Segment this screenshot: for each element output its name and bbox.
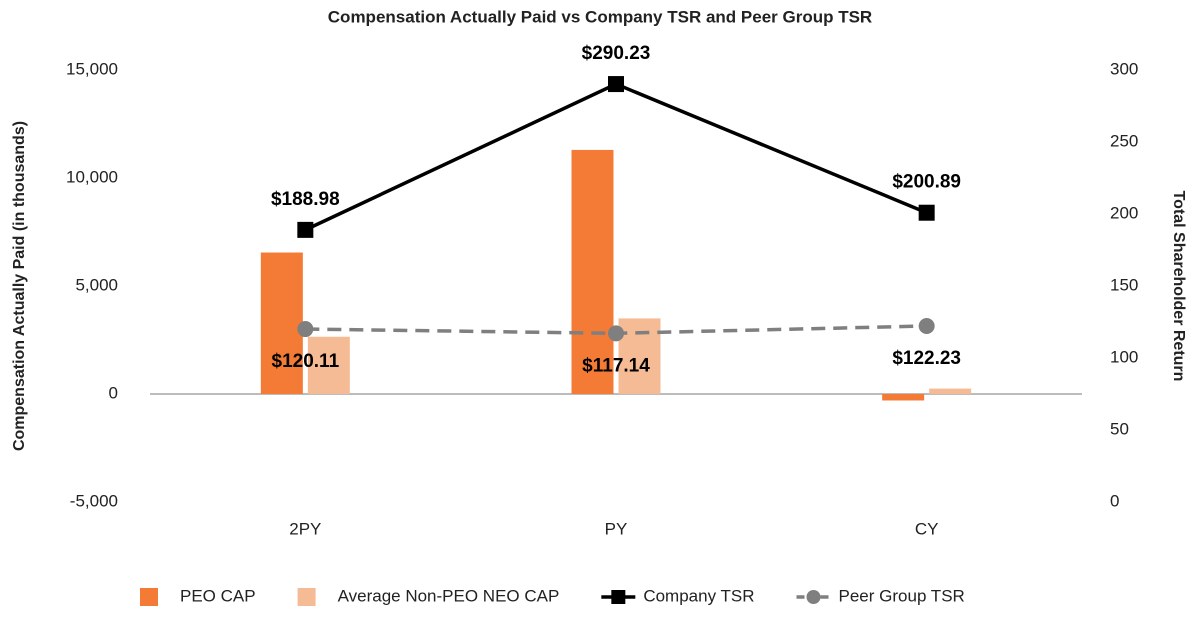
y-tick-label: -5,000 xyxy=(70,491,118,510)
legend-label: Average Non-PEO NEO CAP xyxy=(338,586,560,605)
legend-marker xyxy=(611,590,626,604)
x-tick-label: CY xyxy=(915,519,939,538)
y2-tick-label: 50 xyxy=(1110,419,1129,438)
legend-swatch xyxy=(297,588,316,606)
data-label: $122.23 xyxy=(892,348,961,369)
data-label: $200.89 xyxy=(892,172,961,193)
y2-tick-label: 150 xyxy=(1110,275,1138,294)
x-tick-label: PY xyxy=(605,519,628,538)
marker xyxy=(608,76,624,93)
x-tick-label: 2PY xyxy=(289,519,321,538)
y2-tick-label: 250 xyxy=(1110,131,1138,150)
y2-tick-label: 0 xyxy=(1110,491,1119,510)
y-tick-label: 10,000 xyxy=(66,167,118,186)
legend-label: PEO CAP xyxy=(180,586,256,605)
legend-label: Company TSR xyxy=(643,586,754,605)
y-tick-label: 5,000 xyxy=(75,275,118,294)
y2-axis-label: Total Shareholder Return xyxy=(1170,191,1187,382)
data-label: $188.98 xyxy=(271,189,340,210)
marker xyxy=(918,204,935,221)
line xyxy=(304,82,928,232)
bar xyxy=(929,388,972,394)
y2-tick-label: 100 xyxy=(1110,347,1138,366)
bar xyxy=(307,336,350,394)
bar xyxy=(571,149,614,394)
bar xyxy=(618,318,661,394)
data-label: $290.23 xyxy=(582,43,651,64)
legend-marker xyxy=(806,590,821,604)
marker xyxy=(918,317,935,334)
marker xyxy=(297,221,314,238)
bar xyxy=(882,394,925,401)
y2-tick-label: 200 xyxy=(1110,203,1138,222)
bar xyxy=(260,252,303,394)
marker xyxy=(297,321,314,338)
chart-title: Compensation Actually Paid vs Company TS… xyxy=(328,7,872,26)
y-tick-label: 15,000 xyxy=(66,59,118,78)
legend-swatch xyxy=(140,588,158,606)
data-label: $120.11 xyxy=(272,351,340,372)
y-axis-label: Compensation Actually Paid (in thousands… xyxy=(11,121,28,451)
data-label: $117.14 xyxy=(582,355,650,376)
marker xyxy=(608,325,624,342)
y2-tick-label: 300 xyxy=(1110,59,1138,78)
y-tick-label: 0 xyxy=(109,383,118,402)
legend-label: Peer Group TSR xyxy=(839,586,965,605)
